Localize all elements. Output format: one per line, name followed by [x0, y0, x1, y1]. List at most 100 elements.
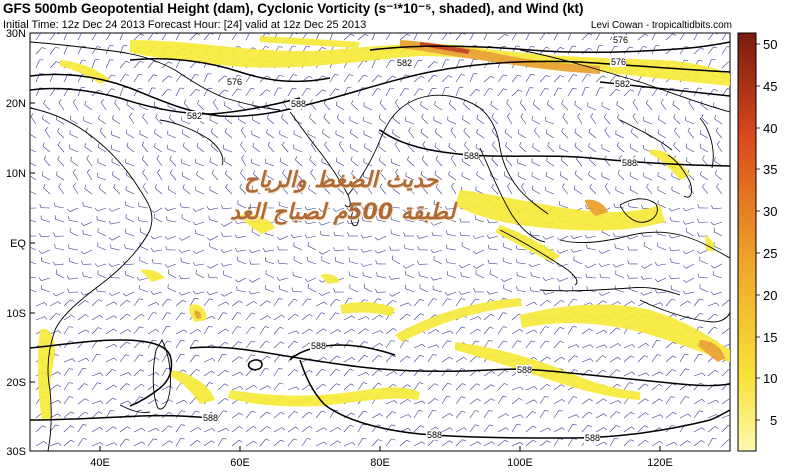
wind-barb [520, 116, 527, 125]
wind-barb-flag [58, 442, 62, 446]
wind-barb-flag [138, 74, 143, 76]
lat-label: 10N [6, 168, 26, 180]
wind-barb-flag [700, 47, 705, 50]
wind-barb-flag [464, 141, 467, 146]
wind-barb-flag [100, 99, 104, 103]
wind-barb-flag [446, 396, 451, 398]
wind-barb [338, 144, 345, 153]
wind-barb-flag [152, 312, 157, 314]
wind-barb [111, 291, 121, 296]
wind-barb-flag [518, 89, 523, 92]
wind-barb-flag [351, 357, 356, 361]
wind-barb [279, 205, 289, 209]
wind-barb [167, 220, 177, 223]
wind-barb [49, 46, 56, 55]
wind-barb-flag [502, 396, 507, 398]
wind-barb [469, 59, 474, 69]
wind-barb-flag [309, 328, 313, 332]
wind-barb-flag [376, 272, 378, 277]
wind-barb-flag [390, 87, 395, 89]
wind-barb-flag [684, 353, 689, 356]
wind-barb-flag [713, 326, 718, 329]
wind-barb-flag [321, 312, 326, 314]
wind-barb [371, 314, 380, 321]
wind-barb-flag [166, 326, 171, 328]
wind-barb-flag [392, 129, 394, 134]
wind-barb-flag [450, 155, 454, 159]
wind-barb [167, 134, 177, 139]
wind-barb-flag [574, 100, 576, 105]
wind-barb-flag [39, 203, 42, 208]
wind-barb-flag [422, 141, 426, 145]
wind-barb [119, 87, 124, 97]
wind-barb-flag [309, 155, 312, 160]
wind-barb [567, 414, 577, 419]
wind-barb [679, 384, 688, 391]
contour-label: 576 [611, 57, 626, 67]
wind-barb-flag [472, 235, 476, 239]
wind-barb-flag [588, 47, 593, 51]
wind-barb-flag [491, 370, 495, 374]
wind-barb [531, 275, 541, 279]
wind-barb-flag [68, 326, 73, 328]
wind-barb-flag [113, 183, 116, 188]
wind-barb-flag [128, 400, 132, 405]
wind-barb [63, 368, 70, 377]
wind-barb [525, 439, 533, 447]
wind-barb [273, 74, 281, 83]
wind-barb-flag [459, 231, 462, 236]
wind-barb-flag [181, 171, 183, 176]
wind-barb-flag [249, 260, 252, 265]
wind-barb [693, 372, 703, 377]
wind-barb [371, 439, 379, 447]
wind-barb [119, 329, 128, 335]
wind-barb [351, 173, 359, 181]
wind-barb [469, 355, 477, 363]
wind-barb [721, 61, 729, 69]
wind-barb [413, 88, 420, 97]
colorbar-tick: 35 [763, 162, 777, 177]
wind-barb [133, 384, 142, 391]
wind-barb [259, 426, 268, 433]
wind-barb-flag [586, 285, 588, 290]
wind-barb-flag [322, 129, 324, 134]
wind-barb-flag [618, 400, 622, 404]
wind-barb [574, 104, 583, 111]
wind-barb-flag [629, 46, 634, 49]
wind-barb [357, 355, 365, 363]
wind-barb-flag [323, 427, 328, 431]
wind-barb-flag [224, 128, 227, 133]
wind-barb-flag [374, 237, 379, 241]
wind-barb-flag [224, 101, 226, 106]
wind-barb-flag [281, 114, 284, 119]
wind-barb-flag [545, 326, 550, 328]
wind-barb-flag [281, 314, 285, 318]
wind-barb-flag [727, 88, 730, 90]
wind-barb [391, 219, 401, 223]
wind-barb [119, 61, 127, 69]
wind-barb [534, 130, 541, 139]
wind-barb-flag [687, 127, 691, 132]
wind-barb-flag [308, 370, 313, 373]
wind-barb-flag [588, 142, 590, 147]
wind-barb [497, 312, 504, 321]
wind-barb-flag [336, 355, 341, 359]
wind-barb-flag [150, 235, 154, 240]
wind-barb [253, 173, 261, 181]
wind-barb-flag [419, 88, 424, 90]
wind-barb-flag [296, 330, 300, 335]
wind-barb [287, 386, 297, 391]
wind-barb [489, 273, 499, 279]
wind-barb [617, 173, 625, 181]
wind-barb-flag [590, 358, 594, 362]
wind-barb [377, 249, 387, 254]
wind-barb-flag [713, 46, 718, 49]
wind-barb [259, 411, 267, 419]
wind-barb [349, 261, 359, 265]
wind-barb [489, 291, 499, 295]
wind-barb-flag [251, 410, 256, 413]
wind-barb-flag [321, 410, 326, 413]
wind-barb [223, 148, 233, 153]
wind-barb [559, 249, 569, 254]
lon-label: 100E [507, 457, 533, 469]
